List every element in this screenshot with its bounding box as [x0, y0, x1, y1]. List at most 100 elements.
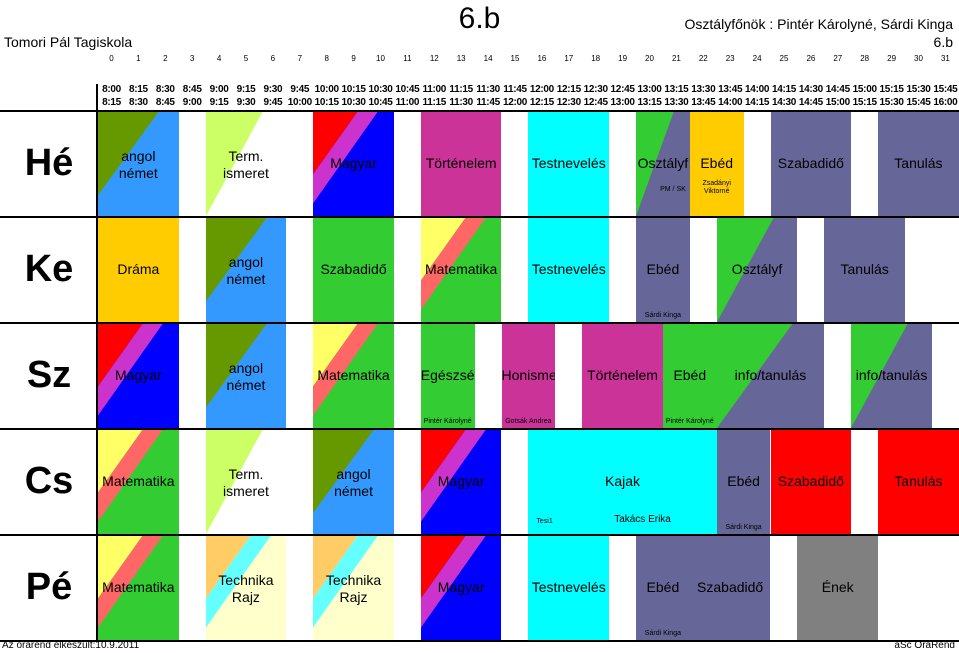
day-label: Hé	[24, 142, 74, 184]
lesson-block[interactable]: Matematika	[313, 324, 394, 428]
lesson-block[interactable]: Szabadidő	[770, 112, 852, 216]
slot-start-time: 14:30	[798, 84, 823, 95]
lesson-block[interactable]: Ebéd Sárdi Kinga	[636, 218, 690, 322]
lesson-block[interactable]: Magyar	[98, 324, 179, 428]
lesson-teacher: Sárdi Kinga	[644, 630, 681, 637]
lesson-block[interactable]: Tanulás	[824, 218, 905, 322]
lesson-block[interactable]: Term. ismeret	[205, 112, 287, 216]
lesson-block[interactable]: Magyar	[313, 112, 394, 216]
slot-start-time: 11:30	[476, 84, 500, 95]
lesson-block[interactable]: Matematika	[98, 536, 179, 640]
lesson-teacher: Tesi1	[536, 518, 553, 525]
pattern-band	[98, 430, 163, 522]
slot-start-time: 10:00	[314, 84, 339, 95]
pattern-triangle	[851, 324, 908, 428]
lesson-block[interactable]: angol német	[313, 430, 394, 534]
lesson-block[interactable]: Osztályf PM / SK	[636, 112, 690, 216]
lesson-block[interactable]: Dráma	[98, 218, 179, 322]
lesson-block[interactable]: Matematika	[98, 430, 179, 534]
pattern-band	[205, 536, 271, 628]
slot-number: 0	[109, 54, 114, 63]
lesson-pattern	[98, 430, 163, 522]
slot-number: 4	[216, 54, 222, 63]
pattern-triangle	[420, 218, 466, 281]
lesson-block[interactable]: Egészségtan Pintér Károlyné	[420, 324, 475, 428]
slot-number: 11	[403, 54, 412, 63]
slot-number: 9	[351, 54, 356, 63]
slot-end-time: 8:15	[102, 97, 121, 108]
lesson-block[interactable]: Osztályf	[716, 218, 798, 322]
lesson-block[interactable]: Szabadidő	[689, 536, 771, 640]
lesson-block[interactable]: Ének	[797, 536, 879, 640]
lesson-block[interactable]: info/tanulás	[851, 324, 932, 428]
pattern-band	[98, 536, 163, 628]
lesson-block[interactable]: Történelem	[420, 112, 502, 216]
lesson-block[interactable]: angol német	[205, 324, 287, 428]
lesson-pattern	[98, 536, 163, 628]
slot-start-time: 13:00	[637, 84, 662, 95]
lesson-name: Testnevelés	[531, 579, 606, 595]
lesson-name: Matematika	[102, 579, 175, 595]
lesson-pattern	[313, 324, 378, 416]
lesson-name: Történelem	[587, 367, 658, 383]
lesson-pattern	[205, 218, 267, 302]
lesson-block[interactable]: Testnevelés	[528, 112, 610, 216]
slot-end-time: 12:00	[502, 97, 528, 108]
lesson-block[interactable]: Kajak Tesi1 Takács Erika	[528, 430, 717, 534]
slot-end-time: 12:30	[556, 97, 581, 108]
slot-number: 27	[833, 54, 843, 63]
lesson-block[interactable]: Honismeret Gotsák Andrea	[501, 324, 556, 428]
lesson-block[interactable]: Testnevelés	[528, 218, 610, 322]
day-label: Sz	[26, 354, 72, 396]
lesson-name: Term. ismeret	[222, 466, 269, 499]
row-divider	[0, 428, 959, 430]
slot-number: 20	[645, 54, 654, 63]
lesson-block[interactable]: angol német	[205, 218, 287, 322]
lesson-block[interactable]: angol német	[98, 112, 179, 216]
lesson-pattern	[205, 112, 263, 216]
slot-number: 12	[429, 54, 439, 63]
lesson-block[interactable]: info/tanulás	[716, 324, 825, 428]
lesson-teacher: Zsadányi Viktorné	[702, 180, 731, 195]
lesson-block[interactable]: Ebéd Sárdi Kinga	[716, 430, 771, 534]
slot-end-time: 15:00	[825, 97, 850, 108]
lesson-block[interactable]: Matematika	[420, 218, 502, 322]
lesson-block[interactable]: Történelem	[582, 324, 663, 428]
lesson-block[interactable]: Magyar	[420, 536, 502, 640]
slot-start-time: 13:15	[664, 84, 689, 95]
lesson-block[interactable]: Ebéd Zsadányi Viktorné	[689, 112, 744, 216]
slot-end-time: 9:00	[182, 97, 202, 108]
slot-number: 19	[618, 54, 628, 63]
lesson-block[interactable]: Szabadidő	[770, 430, 852, 534]
lesson-block[interactable]: Magyar	[420, 430, 502, 534]
row-divider	[0, 534, 959, 536]
lesson-name: angol német	[226, 360, 266, 393]
slot-start-time: 10:45	[395, 84, 420, 95]
lesson-block[interactable]: Term. ismeret	[205, 430, 287, 534]
school-name: Tomori Pál Tagiskola	[4, 34, 133, 50]
lesson-block[interactable]: Ebéd Pintér Károlyné	[662, 324, 717, 428]
slot-number: 7	[297, 54, 303, 63]
slot-end-time: 14:00	[718, 97, 743, 108]
lesson-block[interactable]: Technika Rajz	[313, 536, 394, 640]
lesson-pattern	[420, 218, 486, 310]
lesson-block[interactable]: Technika Rajz	[205, 536, 287, 640]
day-label: Pé	[25, 566, 73, 608]
slot-number: 6	[270, 54, 276, 63]
lesson-block[interactable]: Testnevelés	[528, 536, 610, 640]
lesson-name: Matematika	[102, 473, 175, 489]
slot-end-time: 13:45	[691, 97, 716, 108]
slot-end-time: 13:00	[610, 97, 635, 108]
slot-end-time: 12:45	[583, 97, 608, 108]
lesson-name: Technika Rajz	[218, 572, 274, 605]
slot-end-time: 14:45	[798, 97, 823, 108]
lesson-pattern	[205, 536, 271, 628]
lesson-block[interactable]: Tanulás	[878, 430, 959, 534]
lesson-name: Ebéd	[646, 579, 680, 595]
lesson-name: Honismeret	[501, 367, 556, 383]
lesson-block[interactable]: Ebéd Sárdi Kinga	[636, 536, 690, 640]
lesson-pattern	[313, 112, 378, 204]
lesson-block[interactable]: Szabadidő	[313, 218, 394, 322]
class-name: 6.b	[933, 34, 953, 50]
lesson-block[interactable]: Tanulás	[878, 112, 959, 216]
